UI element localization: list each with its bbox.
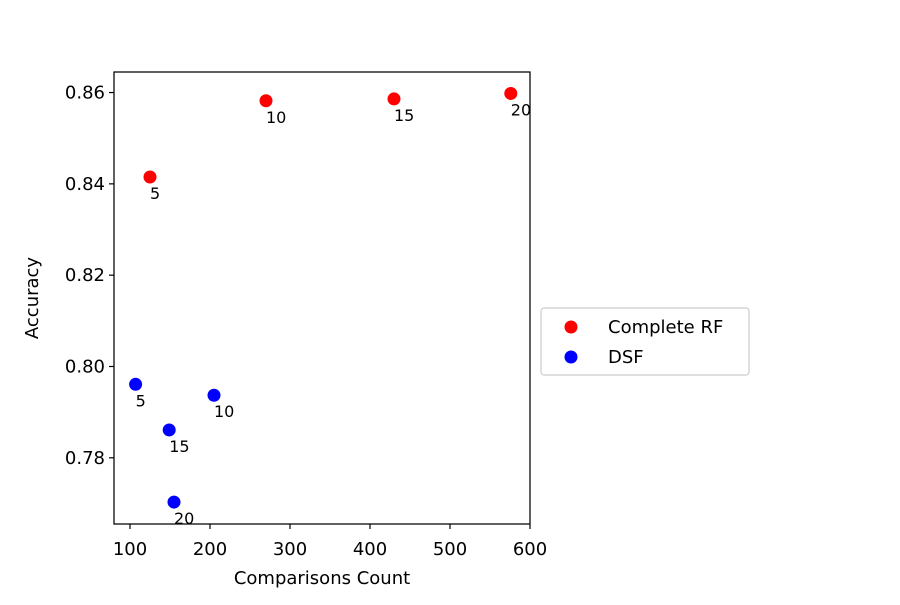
x-axis-label: Comparisons Count (234, 568, 410, 589)
legend-label-complete-rf: Complete RF (608, 317, 723, 338)
data-point-dsf (167, 495, 181, 509)
y-axis-label: Accuracy (22, 257, 43, 340)
legend-marker-complete-rf (564, 320, 578, 334)
point-label-complete-rf: 5 (150, 184, 160, 203)
point-label-dsf: 10 (214, 402, 234, 421)
point-label-dsf: 15 (169, 437, 189, 456)
x-tick-label: 500 (433, 539, 467, 560)
marks-layer: 5 10 15 20 5 10 15 20 (129, 86, 531, 528)
point-label-dsf: 5 (136, 391, 146, 410)
point-label-complete-rf: 20 (511, 100, 531, 119)
x-tick-label: 100 (113, 539, 147, 560)
y-tick-label: 0.86 (65, 83, 105, 104)
legend-marker-dsf (564, 350, 578, 364)
data-point-dsf (162, 423, 176, 437)
legend-label-dsf: DSF (608, 347, 644, 368)
y-tick-label: 0.82 (65, 265, 105, 286)
y-tick-label: 0.78 (65, 448, 105, 469)
y-tick-label: 0.84 (65, 174, 105, 195)
y-tick-label: 0.80 (65, 356, 105, 377)
point-label-complete-rf: 15 (394, 106, 414, 125)
point-label-dsf: 20 (174, 509, 194, 528)
axes-layer: 100 200 300 400 500 600 0.78 0.80 0.82 0.84 0.86 (65, 83, 547, 560)
legend: Complete RF DSF (540, 307, 750, 376)
x-tick-label: 300 (273, 539, 307, 560)
data-point-complete-rf (504, 86, 518, 100)
x-tick-label: 400 (353, 539, 387, 560)
data-point-complete-rf (143, 170, 157, 184)
legend-frame (540, 307, 750, 376)
data-point-complete-rf (259, 94, 273, 108)
x-tick-label: 600 (513, 539, 547, 560)
plot-frame (113, 71, 531, 525)
x-tick-label: 200 (193, 539, 227, 560)
data-point-complete-rf (387, 92, 401, 106)
data-point-dsf (207, 388, 221, 402)
point-label-complete-rf: 10 (266, 108, 286, 127)
data-point-dsf (129, 377, 143, 391)
